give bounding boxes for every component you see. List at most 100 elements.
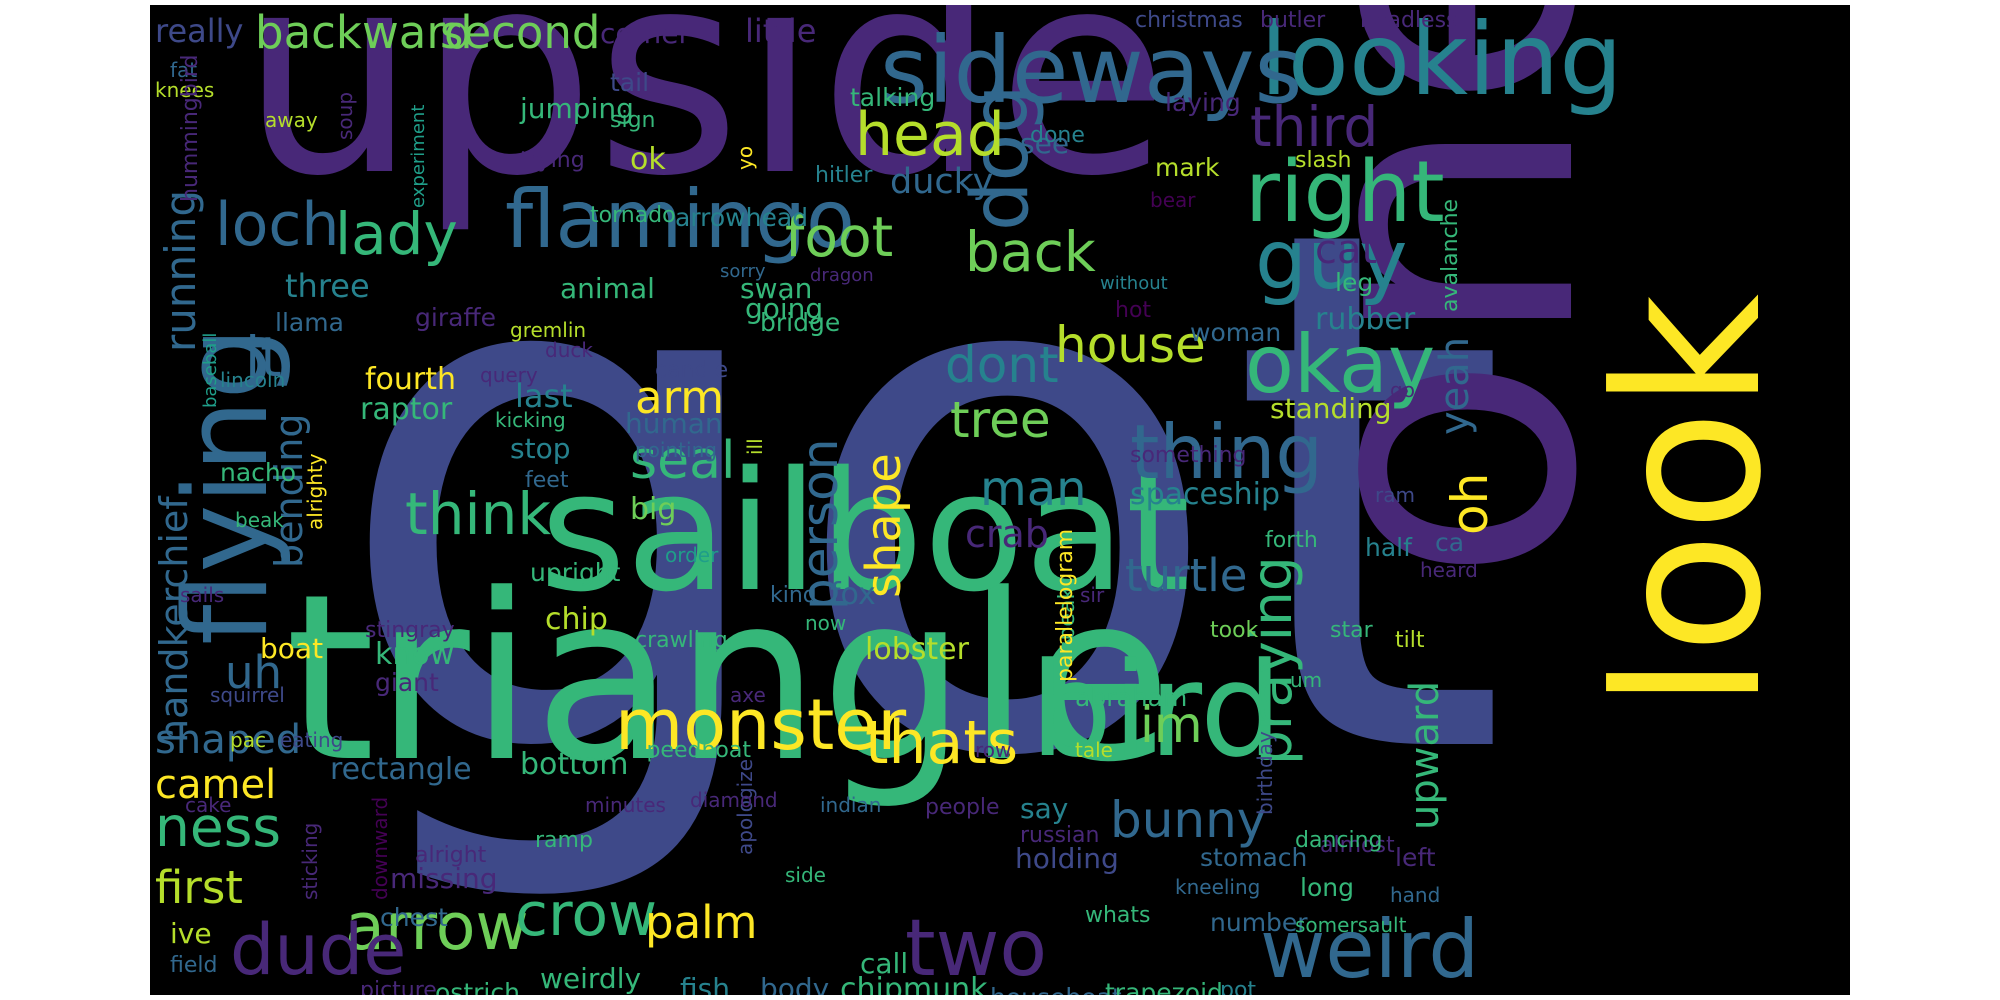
word-bear: bear — [1150, 188, 1196, 212]
word-heard: heard — [1420, 558, 1478, 582]
word-feet: feet — [525, 468, 569, 493]
word-slash: slash — [1295, 148, 1352, 173]
word-right: right — [1245, 143, 1445, 242]
word-spaceship: spaceship — [1130, 477, 1281, 512]
word-knees: knees — [155, 78, 215, 102]
word-shaped: shaped — [155, 717, 302, 763]
word-tail: tail — [610, 68, 650, 97]
word-took: took — [1210, 618, 1259, 643]
word-lobster: lobster — [865, 632, 969, 667]
word-duck: duck — [545, 338, 593, 362]
word-cloud: got one upside triangle sailboat look looking s… — [150, 5, 1850, 995]
word-pac: pac — [230, 728, 266, 752]
word-kind: kind — [770, 583, 817, 608]
word-ok: ok — [630, 142, 666, 177]
word-holding: holding — [1015, 842, 1119, 875]
word-sails: sails — [180, 583, 225, 607]
word-ive: ive — [170, 917, 212, 950]
word-somersault: somersault — [1295, 913, 1407, 937]
word-done: done — [1030, 123, 1085, 148]
word-seal: seal — [630, 431, 736, 491]
word-upward: upward — [1402, 680, 1448, 830]
word-query: query — [480, 363, 538, 387]
word-weirdly: weirdly — [540, 962, 642, 995]
word-thing: thing — [1130, 408, 1323, 496]
word-crab: crab — [965, 512, 1049, 556]
word-diamond: diamond — [690, 788, 778, 812]
word-sorry: sorry — [720, 261, 766, 282]
word-nacho: nacho — [220, 458, 297, 487]
word-flamingo: flamingo — [505, 173, 855, 266]
word-sideways: sideways — [880, 17, 1303, 124]
word-beak: beak — [235, 508, 284, 532]
word-third: third — [1250, 95, 1379, 159]
word-handkerchief: handkerchief — [152, 496, 196, 743]
word-um: um — [1290, 668, 1323, 692]
word-upside: upside — [240, 5, 1169, 238]
word-foot: foot — [785, 205, 894, 269]
word-baseball: baseball — [200, 332, 221, 408]
word-know: know — [375, 637, 455, 672]
word-side: side — [785, 863, 826, 887]
word-triangle: triangle — [285, 546, 1172, 813]
word-missing: missing — [390, 862, 498, 895]
word-chipmunk: chipmunk — [840, 972, 988, 996]
word-ramp: ramp — [535, 828, 593, 853]
word-standing: standing — [1270, 392, 1392, 425]
word-tornado: tornado — [590, 203, 676, 228]
word-tilt: tilt — [1395, 628, 1425, 653]
word-arm: arm — [635, 371, 725, 424]
word-fat: fat — [170, 58, 198, 82]
word-stop: stop — [510, 432, 571, 465]
word-first: first — [155, 861, 243, 914]
word-see: see — [1020, 127, 1070, 160]
word-back: back — [965, 220, 1096, 284]
word-ill: ill — [743, 438, 767, 455]
word-sailboat: sailboat — [540, 436, 1191, 628]
word-monster: monster — [615, 684, 907, 766]
word-looking: looking — [1260, 5, 1623, 118]
word-swan: swan — [740, 272, 813, 305]
word-rubber: rubber — [1315, 302, 1416, 337]
word-yo: yo — [733, 145, 757, 170]
word-loch: loch — [215, 190, 340, 260]
word-okay: okay — [1245, 318, 1436, 411]
word-number: number — [1210, 908, 1308, 937]
word-kicking: kicking — [495, 408, 566, 432]
word-sign: sign — [610, 108, 656, 133]
word-sticking: sticking — [298, 822, 322, 900]
word-candle: candle — [655, 358, 729, 383]
word-tree: tree — [950, 391, 1051, 449]
word-arrow: arrow — [345, 890, 529, 965]
word-parallelogram: parallelogram — [1053, 528, 1078, 682]
word-lincoln: lincoln — [220, 368, 286, 392]
word-palm: palm — [645, 896, 758, 949]
word-bridge: bridge — [760, 308, 841, 337]
word-leg: leg — [1335, 268, 1374, 297]
word-trying: trying — [520, 148, 585, 173]
word-go: go — [1390, 378, 1415, 402]
word-jumping: jumping — [520, 92, 634, 125]
word-experiment: experiment — [408, 104, 429, 208]
word-picture: picture — [360, 978, 437, 996]
word-tale: tale — [1075, 738, 1113, 762]
word-indian: indian — [820, 793, 882, 817]
word-really: really — [155, 12, 244, 50]
word-im: im — [1140, 696, 1203, 754]
word-ram: ram — [1375, 483, 1415, 507]
word-look: look — [1573, 293, 1806, 710]
word-soup: soup — [333, 91, 357, 140]
word-rectangle: rectangle — [330, 752, 472, 787]
word-ness: ness — [155, 795, 282, 859]
word-away: away — [265, 108, 318, 132]
word-abraham: abraham — [1075, 683, 1188, 712]
word-hummingbird: hummingbird — [178, 54, 203, 202]
word-chest: chest — [380, 903, 448, 932]
word-three: three — [285, 267, 370, 305]
word-uh: uh — [225, 646, 283, 699]
word-without: without — [1100, 273, 1168, 294]
word-camel: camel — [155, 762, 277, 808]
word-eating: eating — [280, 728, 344, 752]
word-kneeling: kneeling — [1175, 875, 1261, 899]
word-animal: animal — [560, 272, 655, 305]
